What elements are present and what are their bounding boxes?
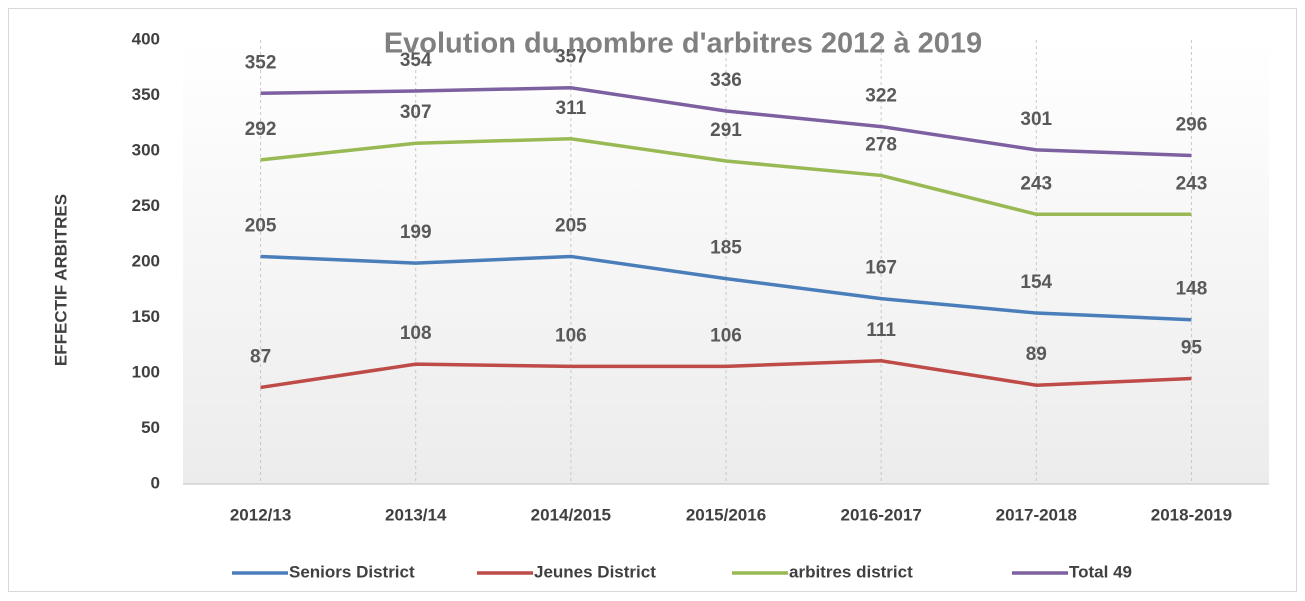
y-tick-label: 300 xyxy=(132,140,160,159)
legend-label: Total 49 xyxy=(1069,562,1132,581)
legend-label: Jeunes District xyxy=(534,562,656,581)
y-tick-label: 400 xyxy=(132,29,160,48)
legend-label: Seniors District xyxy=(289,562,415,581)
data-label: 111 xyxy=(866,320,896,341)
x-tick-label: 2013/14 xyxy=(385,505,447,524)
data-label: 307 xyxy=(400,102,432,123)
data-label: 87 xyxy=(250,346,271,367)
data-label: 278 xyxy=(865,134,897,155)
x-tick-label: 2016-2017 xyxy=(840,505,921,524)
y-tick-label: 0 xyxy=(151,473,160,492)
x-tick-label: 2014/2015 xyxy=(531,505,611,524)
y-tick-label: 200 xyxy=(132,251,160,270)
y-tick-label: 100 xyxy=(132,362,160,381)
data-label: 336 xyxy=(710,70,742,91)
series-line xyxy=(260,137,1192,217)
data-label: 311 xyxy=(556,98,587,119)
chart-title: Evolution du nombre d'arbitres 2012 à 20… xyxy=(384,28,982,60)
data-label: 322 xyxy=(865,86,897,107)
y-tick-label: 250 xyxy=(132,196,160,215)
data-label: 108 xyxy=(400,323,432,344)
data-label: 89 xyxy=(1026,344,1047,365)
series-line xyxy=(260,254,1192,322)
data-label: 352 xyxy=(245,52,277,73)
data-label: 154 xyxy=(1020,272,1052,293)
x-tick-label: 2012/13 xyxy=(230,505,291,524)
y-tick-label: 150 xyxy=(132,307,160,326)
data-label: 148 xyxy=(1176,279,1208,300)
data-label: 95 xyxy=(1181,338,1203,359)
y-tick-label: 50 xyxy=(141,418,160,437)
data-label: 291 xyxy=(710,120,742,141)
data-label: 106 xyxy=(555,325,587,346)
data-label: 296 xyxy=(1176,114,1208,135)
y-tick-label: 350 xyxy=(132,85,160,104)
x-tick-label: 2015/2016 xyxy=(686,505,766,524)
x-tick-label: 2018-2019 xyxy=(1151,505,1232,524)
data-label: 205 xyxy=(555,215,587,236)
data-label: 205 xyxy=(245,215,277,236)
data-label: 301 xyxy=(1020,109,1052,130)
x-tick-label: 2017-2018 xyxy=(996,505,1077,524)
data-label: 354 xyxy=(400,50,432,71)
legend-label: arbitres district xyxy=(789,562,913,581)
series-line xyxy=(260,359,1192,390)
data-label: 167 xyxy=(865,258,897,279)
y-axis-label: EFFECTIF ARBITRES xyxy=(51,194,70,366)
series-line xyxy=(260,85,1192,158)
data-label: 185 xyxy=(710,238,742,259)
data-label: 199 xyxy=(400,222,432,243)
data-label: 243 xyxy=(1176,173,1208,194)
data-label: 357 xyxy=(555,47,587,68)
data-label: 106 xyxy=(710,325,742,346)
data-label: 292 xyxy=(245,119,277,140)
data-label: 243 xyxy=(1020,173,1052,194)
